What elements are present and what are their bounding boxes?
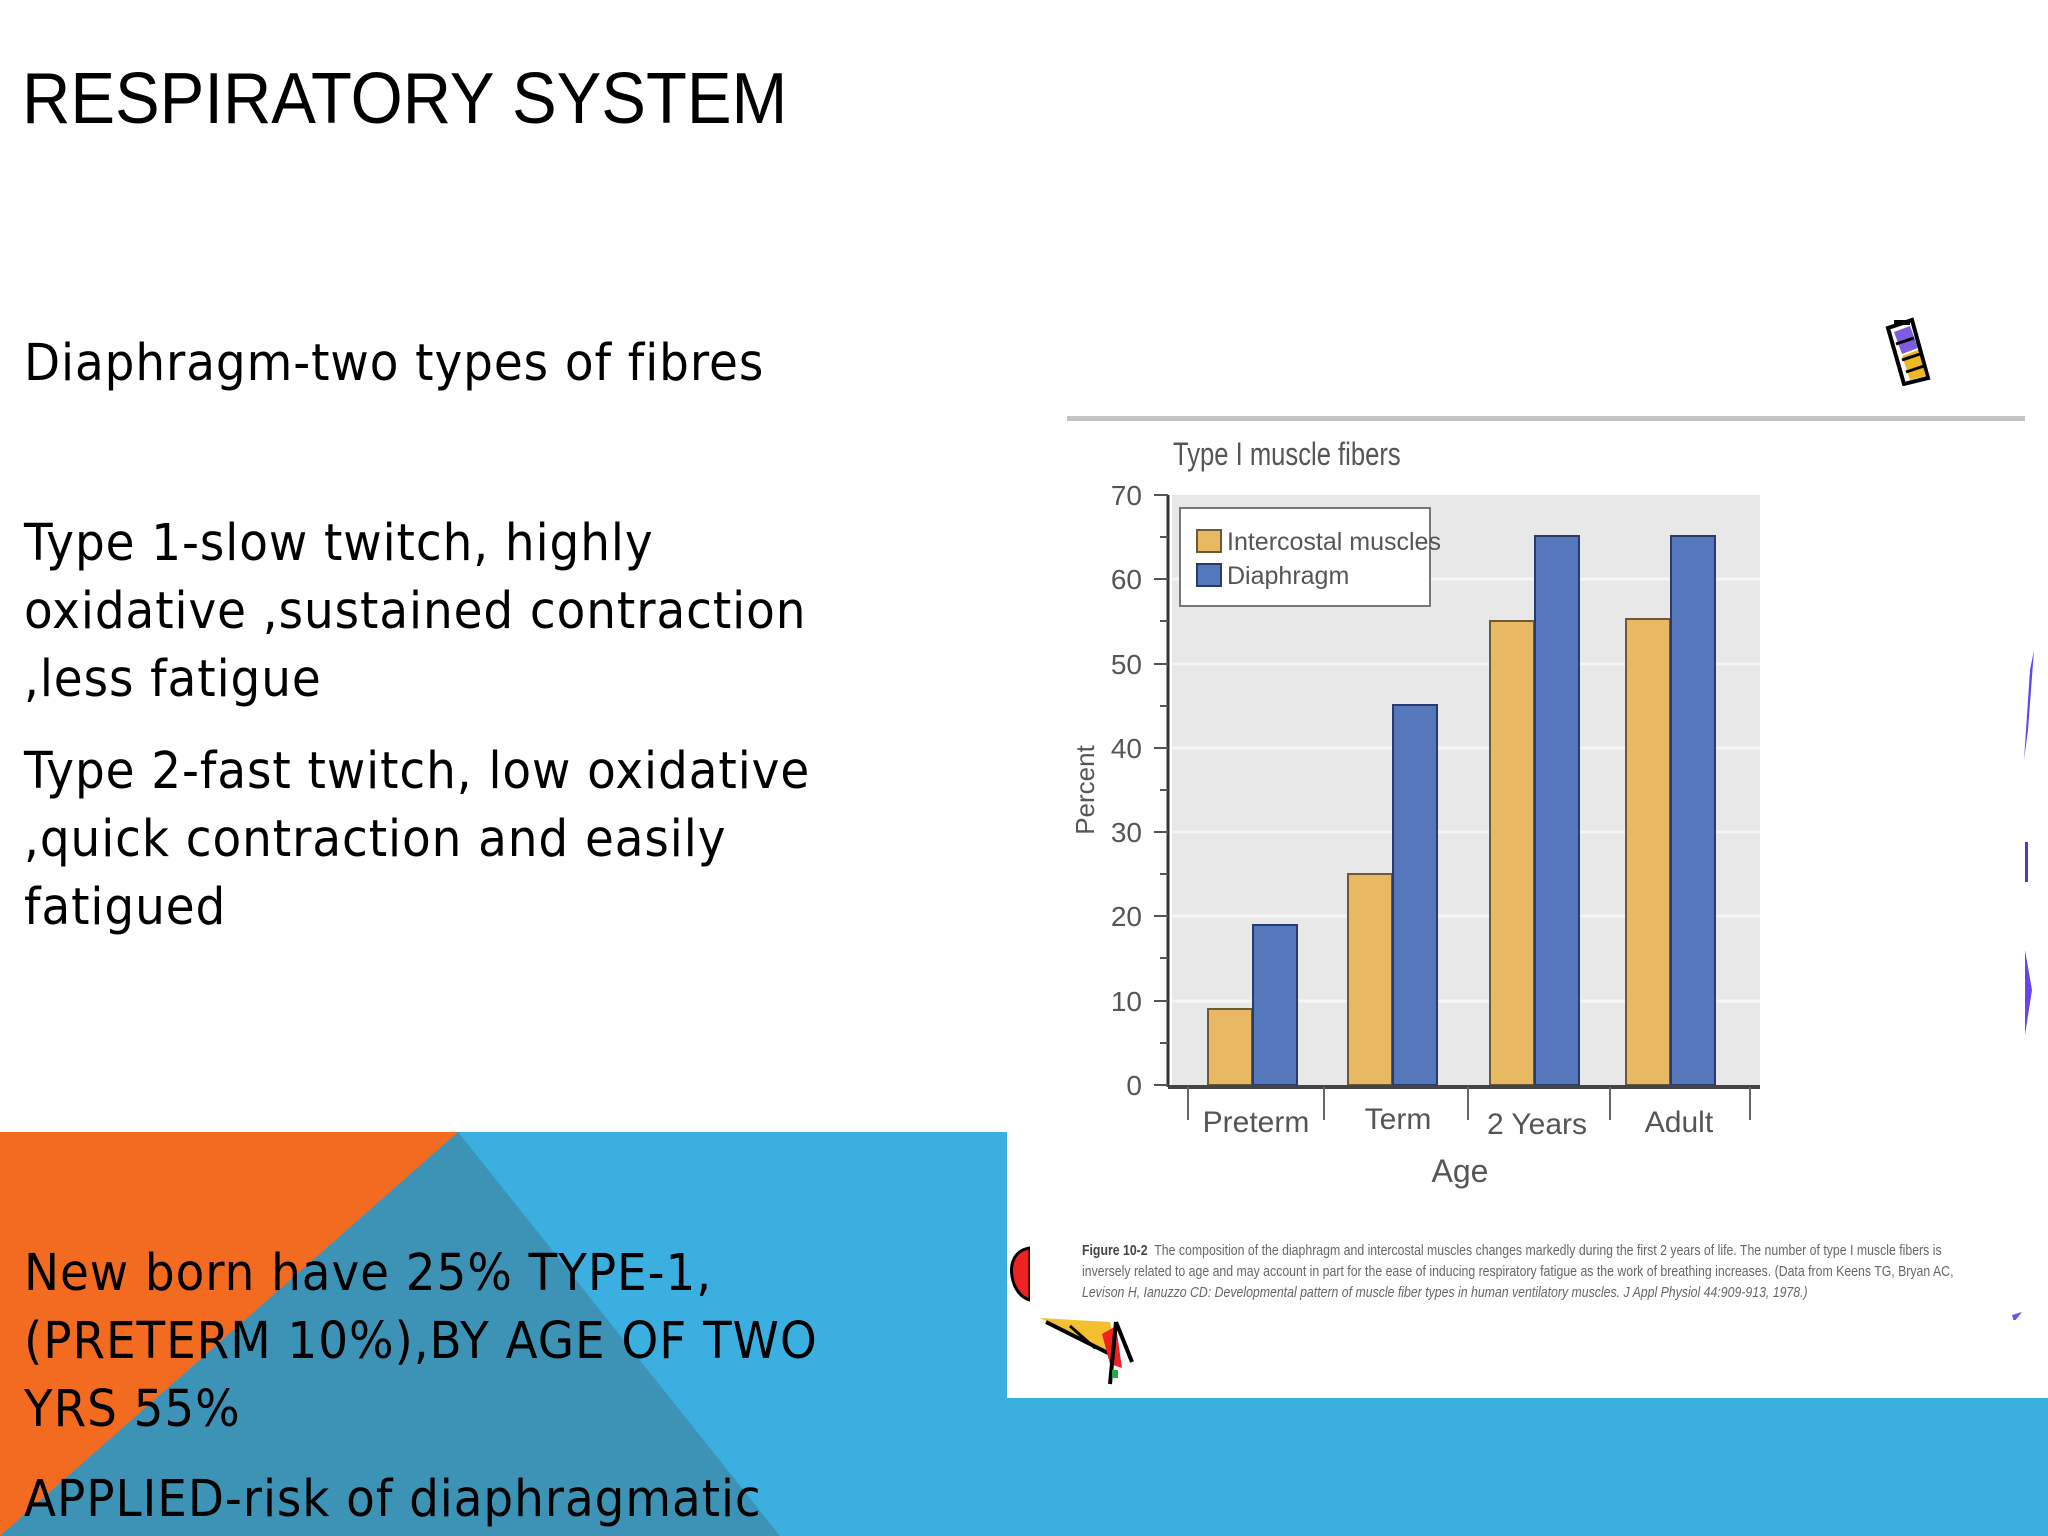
y-tick: 40 — [1111, 733, 1142, 764]
paragraph-newborn: New born have 25% TYPE-1, (PRETERM 10%),… — [24, 1240, 818, 1444]
paragraph-applied: APPLIED-risk of diaphragmatic — [24, 1466, 762, 1534]
text-line: oxidative ,sustained contraction — [24, 582, 807, 641]
text-line: (PRETERM 10%),BY AGE OF TWO — [24, 1312, 818, 1371]
y-tick: 60 — [1111, 564, 1142, 595]
bar-intercostal-term — [1347, 873, 1393, 1086]
y-tick: 50 — [1111, 649, 1142, 680]
figure-divider — [1067, 416, 2025, 421]
clipboard-icon — [1882, 314, 1954, 391]
text-line: New born have 25% TYPE-1, — [24, 1244, 713, 1303]
chart-legend: Intercostal muscles Diaphragm — [1179, 507, 1441, 607]
figure-caption: Figure 10-2 The composition of the diaph… — [1082, 1240, 1954, 1303]
bar-intercostal-adult — [1625, 618, 1671, 1086]
x-tick-preterm: Preterm — [1203, 1106, 1310, 1139]
x-tick-term: Term — [1365, 1103, 1432, 1136]
y-tick: 10 — [1111, 986, 1142, 1017]
bar-chart: 70 60 50 40 30 20 10 0 Percent Preterm T… — [1070, 480, 1760, 1189]
paragraph-type2: Type 2-fast twitch, low oxidative ,quick… — [24, 738, 810, 942]
text-line: ,quick contraction and easily — [24, 810, 727, 869]
legend-diaphragm: Diaphragm — [1227, 562, 1349, 590]
y-tick: 30 — [1111, 817, 1142, 848]
y-tick: 0 — [1126, 1070, 1142, 1101]
caption-line: Levison H, Ianuzzo CD: Developmental pat… — [1082, 1284, 1808, 1301]
caption-line: inversely related to age and may account… — [1082, 1263, 1954, 1280]
text-line: ,less fatigue — [24, 650, 322, 709]
x-axis-label: Age — [1432, 1153, 1489, 1189]
text-line: Type 1-slow twitch, highly — [24, 514, 654, 573]
y-tick: 20 — [1111, 901, 1142, 932]
bar-diaphragm-preterm — [1252, 924, 1298, 1086]
caption-label: Figure 10-2 — [1082, 1242, 1148, 1259]
text-line: YRS 55% — [24, 1380, 241, 1439]
red-circle-icon — [1008, 1246, 1032, 1307]
text-line: APPLIED-risk of diaphragmatic — [24, 1470, 762, 1529]
x-tick-2years: 2 Years — [1487, 1108, 1587, 1141]
decorative-marks — [2012, 650, 2034, 1320]
bar-diaphragm-2years — [1534, 535, 1580, 1086]
pencil-icon — [1040, 1318, 1160, 1393]
y-axis-label: Percent — [1070, 744, 1100, 834]
caption-line: Figure 10-2 The composition of the diaph… — [1082, 1242, 1942, 1259]
bar-diaphragm-term — [1392, 704, 1438, 1086]
text-line: fatigued — [24, 878, 227, 937]
bar-intercostal-preterm — [1207, 1008, 1253, 1086]
legend-intercostal: Intercostal muscles — [1227, 528, 1441, 556]
text-line: Diaphragm-two types of fibres — [24, 334, 765, 393]
text-line: Type 2-fast twitch, low oxidative — [24, 742, 811, 801]
paragraph-type1: Type 1-slow twitch, highly oxidative ,su… — [24, 510, 806, 714]
bar-intercostal-2years — [1489, 620, 1535, 1086]
y-tick: 70 — [1111, 480, 1142, 511]
x-tick-adult: Adult — [1645, 1106, 1714, 1139]
slide-title: RESPIRATORY SYSTEM — [22, 59, 788, 139]
chart-title: Type I muscle fibers — [1173, 436, 1401, 472]
bar-diaphragm-adult — [1670, 535, 1716, 1086]
paragraph-diaphragm-fibres: Diaphragm-two types of fibres — [24, 330, 764, 398]
